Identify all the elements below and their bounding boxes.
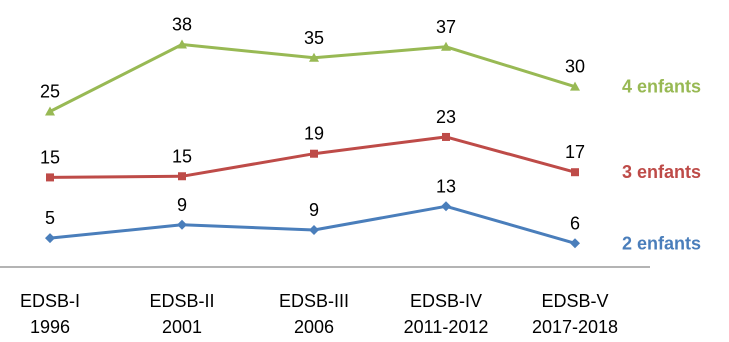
data-label-3-enfants: 15 xyxy=(172,146,192,166)
series-name-2-enfants: 2 enfants xyxy=(622,233,701,253)
series-4-enfants xyxy=(45,39,580,116)
x-tick-label: EDSB-V 2017-2018 xyxy=(532,291,618,337)
marker-4-enfants xyxy=(45,106,55,116)
data-label-4-enfants: 30 xyxy=(565,57,585,77)
data-label-4-enfants: 25 xyxy=(40,82,60,102)
marker-2-enfants xyxy=(441,201,451,212)
marker-2-enfants xyxy=(45,233,55,244)
data-label-3-enfants: 19 xyxy=(304,124,324,144)
marker-4-enfants xyxy=(177,39,187,49)
marker-2-enfants xyxy=(309,225,319,236)
data-label-2-enfants: 5 xyxy=(45,208,55,228)
series-name-4-enfants: 4 enfants xyxy=(622,77,701,97)
series-2-enfants xyxy=(45,201,580,249)
marker-4-enfants xyxy=(309,52,319,62)
marker-3-enfants xyxy=(310,149,318,158)
data-label-3-enfants: 23 xyxy=(436,107,456,127)
series-name-3-enfants: 3 enfants xyxy=(622,162,701,182)
data-label-3-enfants: 17 xyxy=(565,142,585,162)
series-layer xyxy=(45,39,580,249)
marker-4-enfants xyxy=(570,81,580,91)
data-label-2-enfants: 9 xyxy=(309,200,319,220)
data-label-2-enfants: 9 xyxy=(177,195,187,215)
data-label-2-enfants: 6 xyxy=(570,213,580,233)
marker-4-enfants xyxy=(441,41,451,51)
data-label-4-enfants: 35 xyxy=(304,28,324,48)
data-label-2-enfants: 13 xyxy=(436,176,456,196)
series-3-enfants xyxy=(46,132,579,182)
marker-2-enfants xyxy=(177,219,187,230)
series-names: 2 enfants 3 enfants 4 enfants xyxy=(622,77,701,254)
marker-3-enfants xyxy=(46,173,54,182)
marker-2-enfants xyxy=(570,238,580,249)
marker-3-enfants xyxy=(178,172,186,181)
x-tick-label: EDSB-II 2001 xyxy=(149,291,214,337)
x-tick-label: EDSB-III 2006 xyxy=(279,291,349,337)
data-label-4-enfants: 38 xyxy=(172,15,192,35)
series-line-4-enfants xyxy=(49,43,576,113)
marker-3-enfants xyxy=(442,132,450,141)
data-label-3-enfants: 15 xyxy=(40,147,60,167)
marker-3-enfants xyxy=(571,168,579,177)
x-tick-labels: EDSB-I 1996 EDSB-II 2001 EDSB-III 2006 EDSB-IV… xyxy=(20,291,618,337)
x-tick-label: EDSB-IV 2011-2012 xyxy=(404,291,489,337)
x-tick-label: EDSB-I 1996 xyxy=(20,291,80,337)
data-labels: 5 9 9 13 6 15 15 19 23 17 25 38 35 37 30 xyxy=(40,15,585,234)
data-label-4-enfants: 37 xyxy=(436,17,456,37)
